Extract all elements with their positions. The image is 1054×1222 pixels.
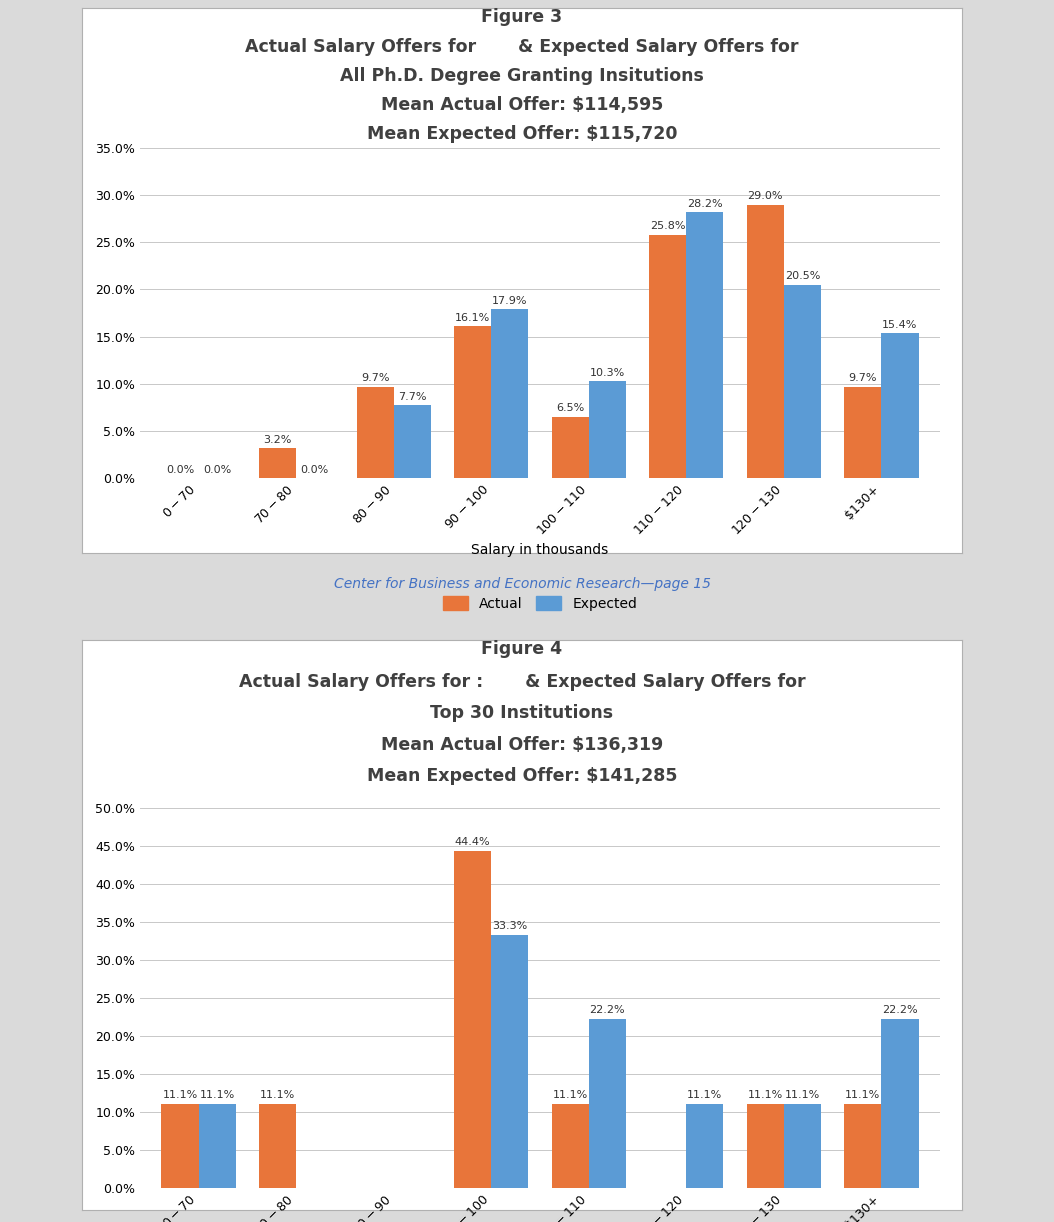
X-axis label: Salary in thousands: Salary in thousands bbox=[471, 543, 608, 557]
Bar bbox=[589, 1019, 626, 1188]
Text: 28.2%: 28.2% bbox=[687, 199, 723, 209]
Text: 29.0%: 29.0% bbox=[747, 192, 783, 202]
Bar bbox=[784, 285, 821, 478]
Text: 0.0%: 0.0% bbox=[300, 464, 329, 474]
Bar bbox=[551, 417, 589, 478]
Text: Actual Salary Offers for :       & Expected Salary Offers for: Actual Salary Offers for : & Expected Sa… bbox=[238, 673, 805, 690]
Text: Center for Business and Economic Research—page 15: Center for Business and Economic Researc… bbox=[333, 577, 710, 591]
Text: 11.1%: 11.1% bbox=[687, 1090, 722, 1100]
Text: 22.2%: 22.2% bbox=[589, 1006, 625, 1015]
Bar bbox=[784, 1103, 821, 1188]
Text: 11.1%: 11.1% bbox=[785, 1090, 820, 1100]
Text: 25.8%: 25.8% bbox=[650, 221, 685, 231]
Text: Actual Salary Offers for       & Expected Salary Offers for: Actual Salary Offers for & Expected Sala… bbox=[246, 38, 799, 56]
Text: 7.7%: 7.7% bbox=[398, 392, 427, 402]
Text: 10.3%: 10.3% bbox=[589, 368, 625, 378]
Text: 15.4%: 15.4% bbox=[882, 319, 918, 330]
Bar bbox=[198, 1103, 236, 1188]
Bar bbox=[259, 447, 296, 478]
Text: 3.2%: 3.2% bbox=[264, 435, 292, 445]
Text: 9.7%: 9.7% bbox=[848, 373, 877, 384]
Text: Mean Expected Offer: $115,720: Mean Expected Offer: $115,720 bbox=[367, 126, 678, 143]
Text: 6.5%: 6.5% bbox=[557, 403, 584, 413]
Text: All Ph.D. Degree Granting Insitutions: All Ph.D. Degree Granting Insitutions bbox=[340, 67, 704, 86]
Bar bbox=[259, 1103, 296, 1188]
Bar bbox=[491, 309, 528, 478]
Bar bbox=[881, 1019, 918, 1188]
Bar bbox=[491, 935, 528, 1188]
Bar bbox=[589, 381, 626, 478]
Bar bbox=[747, 204, 784, 478]
Bar bbox=[649, 235, 686, 478]
Bar bbox=[454, 326, 491, 478]
Text: 11.1%: 11.1% bbox=[747, 1090, 783, 1100]
Bar bbox=[881, 332, 918, 478]
Text: 33.3%: 33.3% bbox=[492, 921, 527, 931]
Text: Mean Actual Offer: $114,595: Mean Actual Offer: $114,595 bbox=[380, 97, 663, 115]
Text: 22.2%: 22.2% bbox=[882, 1006, 918, 1015]
Bar bbox=[551, 1103, 589, 1188]
Text: 44.4%: 44.4% bbox=[455, 837, 490, 847]
Text: 11.1%: 11.1% bbox=[260, 1090, 295, 1100]
Bar bbox=[686, 1103, 723, 1188]
Text: Mean Expected Offer: $141,285: Mean Expected Offer: $141,285 bbox=[367, 767, 678, 785]
Text: 11.1%: 11.1% bbox=[845, 1090, 880, 1100]
Legend: Actual, Expected: Actual, Expected bbox=[437, 590, 643, 616]
Text: Figure 3: Figure 3 bbox=[482, 9, 563, 26]
Bar bbox=[356, 386, 393, 478]
Bar bbox=[844, 1103, 881, 1188]
Text: 0.0%: 0.0% bbox=[165, 464, 194, 474]
Bar bbox=[454, 851, 491, 1188]
Text: 20.5%: 20.5% bbox=[785, 271, 820, 281]
Text: Top 30 Institutions: Top 30 Institutions bbox=[430, 704, 613, 722]
Text: 16.1%: 16.1% bbox=[455, 313, 490, 323]
Bar bbox=[161, 1103, 198, 1188]
Bar bbox=[393, 406, 431, 478]
Bar bbox=[844, 386, 881, 478]
Text: 11.1%: 11.1% bbox=[552, 1090, 588, 1100]
Text: 11.1%: 11.1% bbox=[162, 1090, 198, 1100]
Text: 9.7%: 9.7% bbox=[360, 373, 389, 384]
Bar bbox=[686, 213, 723, 478]
Text: 17.9%: 17.9% bbox=[492, 296, 527, 306]
Text: 0.0%: 0.0% bbox=[203, 464, 231, 474]
Bar bbox=[747, 1103, 784, 1188]
Text: Mean Actual Offer: $136,319: Mean Actual Offer: $136,319 bbox=[380, 736, 663, 754]
Text: 11.1%: 11.1% bbox=[199, 1090, 235, 1100]
Text: Figure 4: Figure 4 bbox=[482, 640, 563, 657]
